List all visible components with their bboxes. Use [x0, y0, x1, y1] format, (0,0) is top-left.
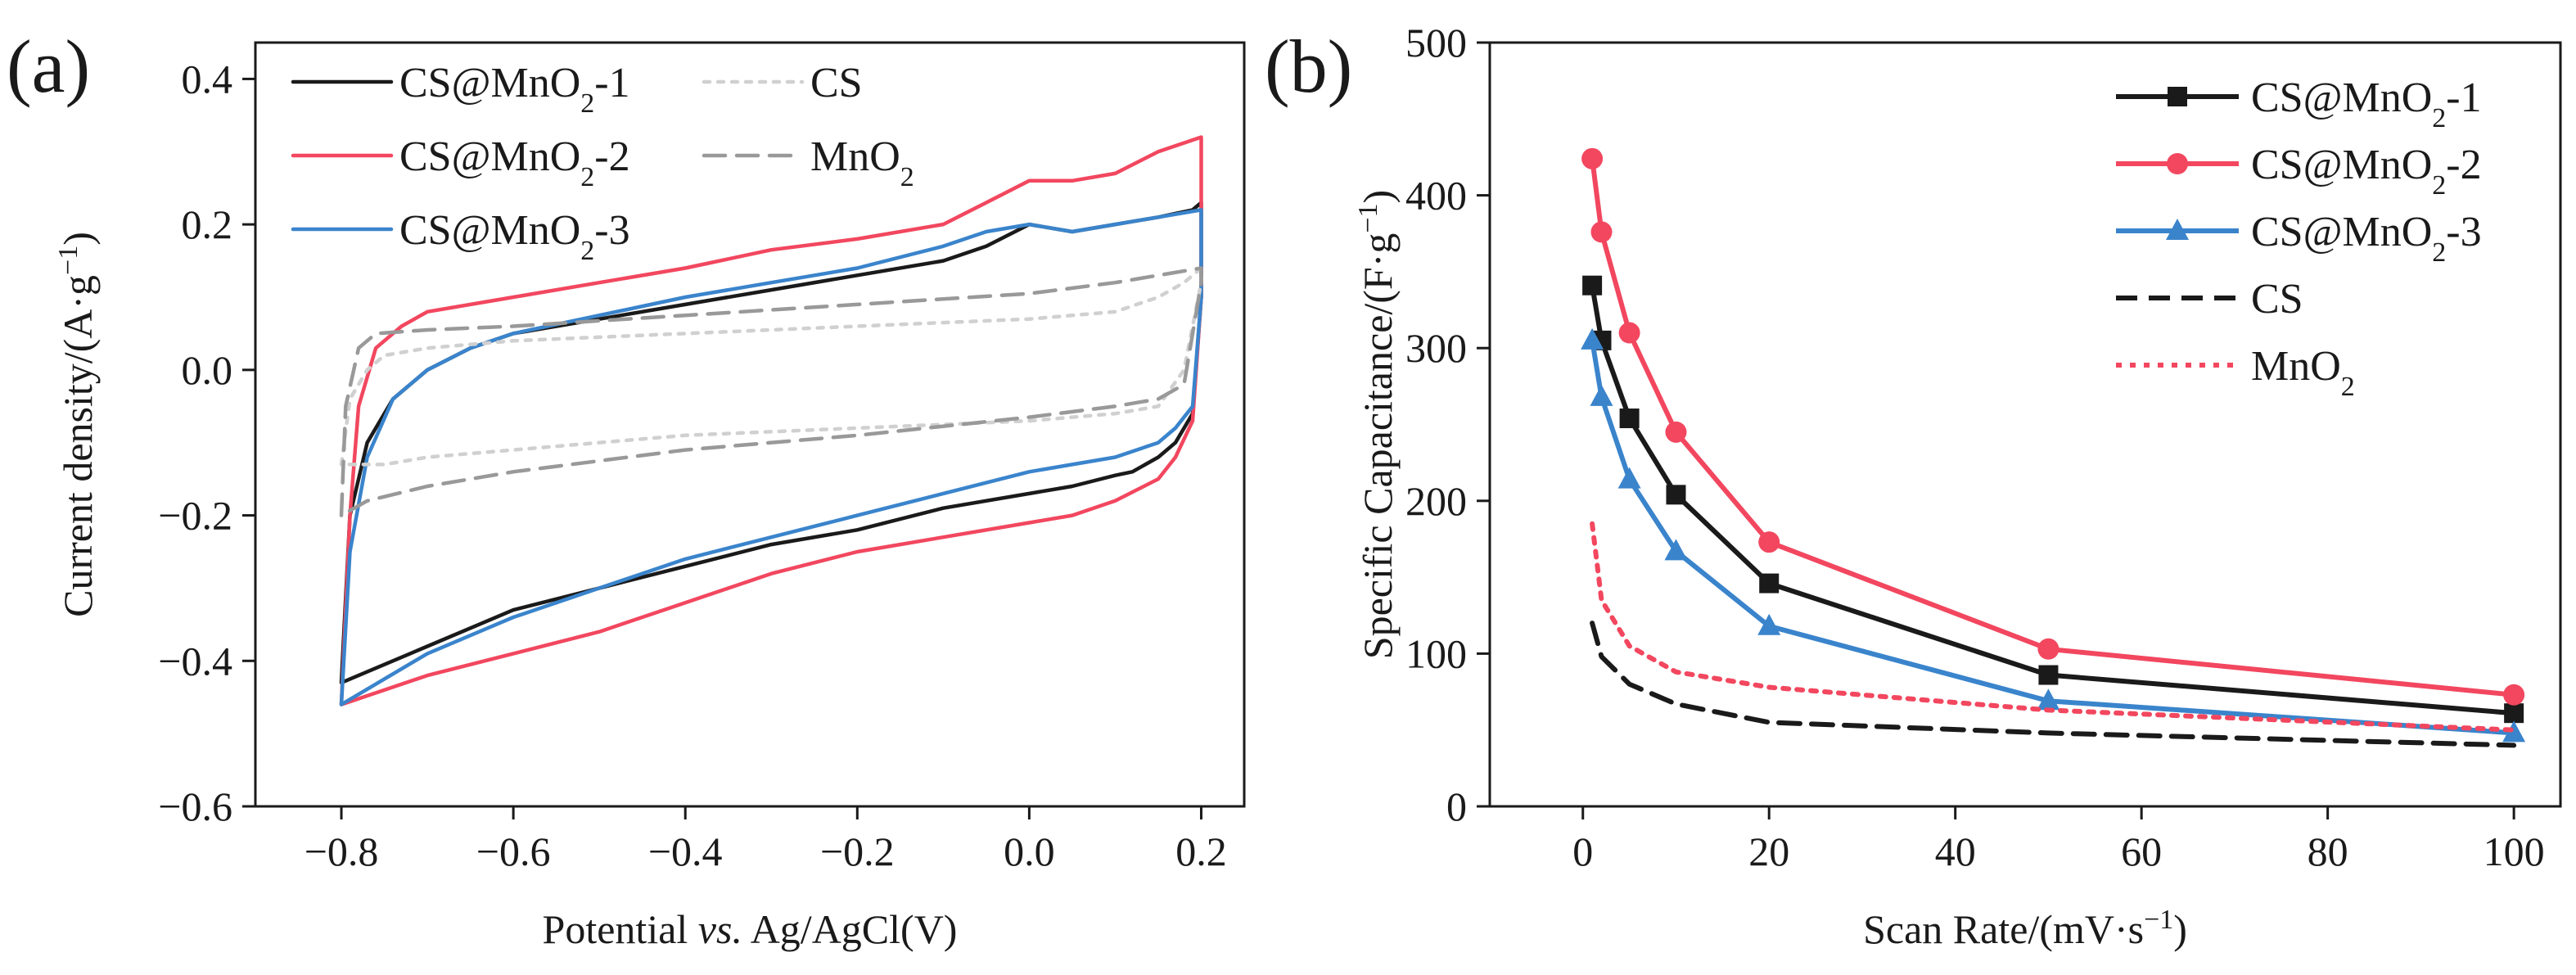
b-legend-marker	[2167, 153, 2188, 174]
b-data-point	[2503, 684, 2525, 706]
a-plot-frame	[254, 41, 1246, 808]
b-data-point	[1664, 539, 1688, 561]
a-series-line-4	[339, 266, 1203, 467]
a-y-tick-label: −0.4	[158, 638, 232, 684]
b-data-point	[1759, 573, 1780, 594]
b-data-point	[1618, 322, 1640, 344]
a-y-tick-label: 0.0	[182, 347, 233, 393]
b-legend-label: CS@MnO2-2	[2251, 142, 2482, 201]
a-legend-label: CS@MnO2-2	[399, 133, 630, 192]
a-y-tick-label: 0.4	[182, 56, 233, 102]
a-series-line-2	[339, 135, 1203, 706]
b-data-point	[2038, 665, 2059, 685]
b-y-axis-title: Specific Capacitance/(F·g−1)	[1353, 190, 1401, 659]
a-x-tick-label: −0.4	[648, 828, 723, 874]
b-series-line-5	[1590, 521, 2517, 733]
b-x-tick-label: 60	[2121, 828, 2162, 874]
b-data-point	[1581, 147, 1604, 169]
b-y-tick-label: 100	[1405, 630, 1467, 676]
a-x-tick-label: −0.8	[305, 828, 379, 874]
b-legend: CS@MnO2-1 CS@MnO2-2 CS@MnO2-3 CS MnO2	[2116, 74, 2482, 402]
b-plot-frame	[1488, 41, 2562, 808]
b-data-point	[1581, 327, 1604, 350]
b-x-tick-label: 100	[2484, 828, 2545, 874]
panel-a-label: (a)	[7, 25, 90, 108]
b-x-tick-label: 20	[1748, 828, 1789, 874]
a-x-tick-label: 0.0	[1004, 828, 1055, 874]
cv-plot-panel: −0.8 −0.6 −0.4 −0.2 0.0 0.2 −0.6 −0.4 −0.2 0.0 0.2…	[53, 41, 1246, 952]
a-y-tick-label: −0.6	[158, 783, 232, 829]
a-y-tick-label: 0.2	[182, 201, 233, 247]
a-y-axis-title: Current density/(A·g−1)	[53, 232, 102, 617]
b-y-tick-label: 400	[1405, 173, 1467, 219]
a-legend-label: CS@MnO2-3	[399, 207, 630, 266]
b-y-tick-label: 0	[1446, 783, 1467, 829]
b-y-tick-label: 200	[1405, 478, 1467, 524]
b-data-point	[1590, 384, 1613, 406]
b-data-point	[1590, 221, 1613, 243]
b-data-point	[2037, 638, 2059, 660]
b-data-point	[1666, 485, 1686, 505]
b-legend-label: CS@MnO2-1	[2251, 74, 2482, 133]
b-data-point	[1617, 467, 1641, 489]
a-legend-label: MnO2	[810, 133, 914, 192]
b-data-point	[1758, 531, 1780, 553]
b-data-point	[1619, 409, 1640, 429]
b-y-tick-label: 300	[1405, 325, 1467, 371]
a-plot-area	[339, 135, 1203, 706]
a-legend: CS@MnO2-1 CS@MnO2-2 CS@MnO2-3 CS MnO2	[291, 60, 914, 266]
b-data-point	[2504, 703, 2524, 724]
b-y-tick-label: 500	[1405, 20, 1467, 65]
b-legend-marker	[2168, 87, 2187, 106]
b-legend-label: MnO2	[2251, 343, 2355, 402]
b-data-point	[1582, 275, 1603, 296]
a-series-line-5	[339, 266, 1203, 517]
b-x-axis-title: Scan Rate/(mV·s−1)	[1863, 905, 2187, 953]
b-x-tick-label: 80	[2308, 828, 2348, 874]
b-legend-label: CS@MnO2-3	[2251, 209, 2482, 268]
panel-b-label: (b)	[1265, 25, 1352, 108]
b-data-point	[1665, 421, 1687, 443]
a-series-line-3	[339, 208, 1203, 706]
a-legend-label: CS	[810, 60, 863, 106]
b-data-point	[2502, 720, 2526, 743]
b-x-tick-label: 40	[1935, 828, 1976, 874]
b-series-line-4	[1590, 621, 2517, 748]
b-data-point	[2037, 688, 2060, 711]
capacitance-plot-panel: 0 20 40 60 80 100 0 100 200 300 400 500 Scan Rate/(m…	[1353, 20, 2562, 953]
a-legend-label: CS@MnO2-1	[399, 60, 630, 119]
b-data-point	[1757, 613, 1781, 635]
a-x-tick-label: −0.2	[820, 828, 895, 874]
a-y-tick-label: −0.2	[158, 493, 232, 539]
b-legend-label: CS	[2251, 276, 2303, 323]
b-x-tick-label: 0	[1572, 828, 1593, 874]
a-x-tick-label: 0.2	[1175, 828, 1227, 874]
b-legend-marker	[2166, 219, 2189, 240]
b-plot-area	[1581, 147, 2526, 748]
a-x-axis-title: Potential vs. Ag/AgCl(V)	[543, 906, 958, 952]
a-x-tick-label: −0.6	[476, 828, 551, 874]
